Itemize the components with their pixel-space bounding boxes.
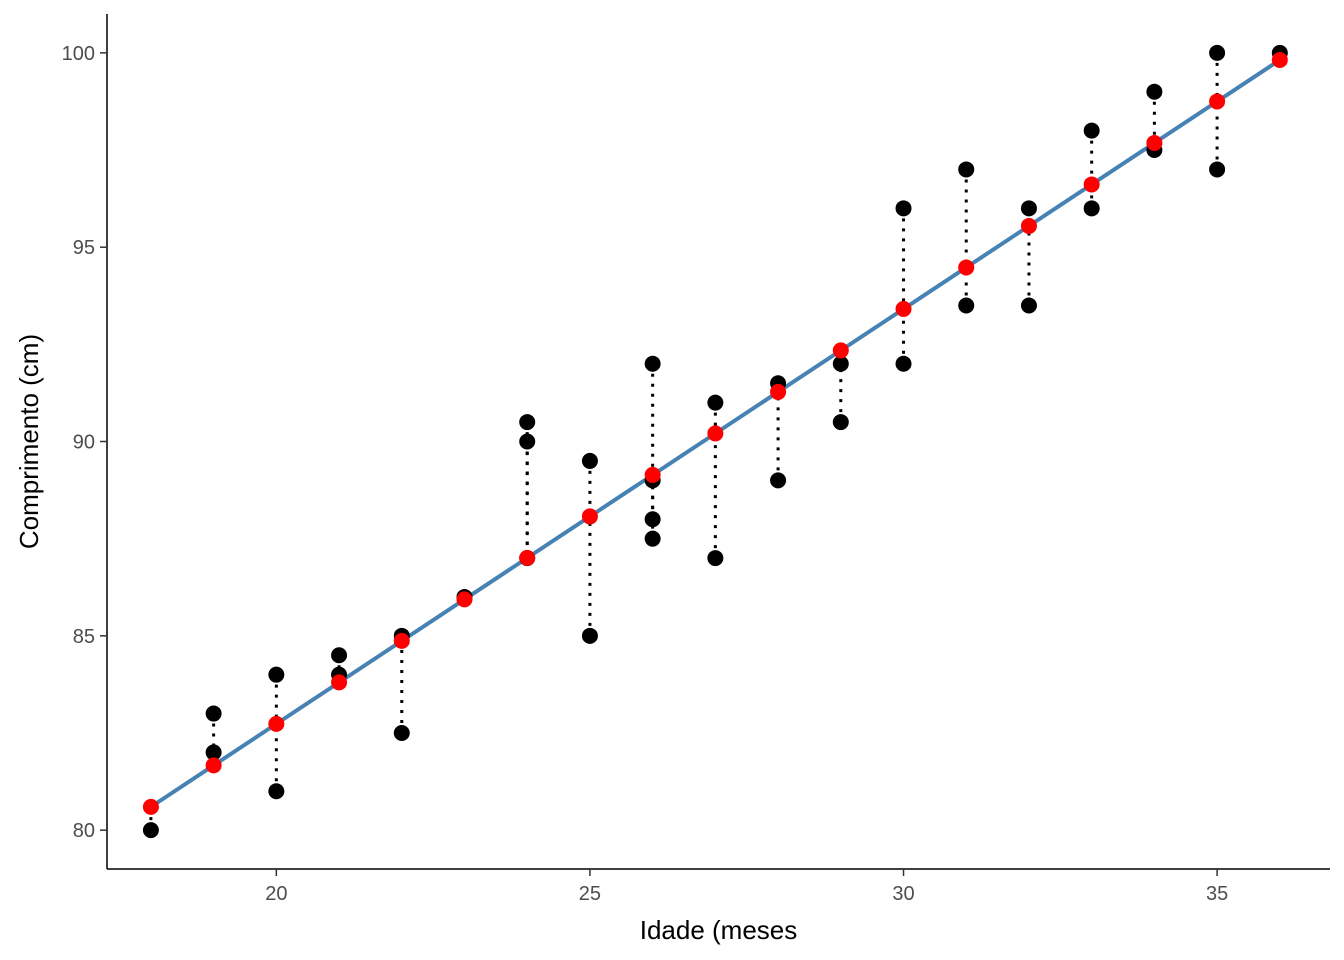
- residual-segments: [149, 52, 1282, 831]
- observed-point-27: [958, 161, 975, 178]
- observed-point-36: [1209, 161, 1226, 178]
- observed-point-30: [1020, 297, 1037, 314]
- observed-point-35: [1209, 44, 1226, 61]
- observed-point-3: [268, 666, 285, 683]
- observed-point-4: [268, 783, 285, 800]
- x-axis-title: Idade (meses: [640, 915, 798, 945]
- y-tick-label-85: 85: [73, 626, 95, 648]
- observed-point-8: [393, 724, 410, 741]
- observed-point-2: [205, 744, 222, 761]
- fitted-point-x28: [770, 383, 787, 400]
- x-tick-label-25: 25: [579, 883, 601, 905]
- observed-point-18: [644, 530, 661, 547]
- y-tick-label-100: 100: [62, 43, 95, 65]
- observed-point-10: [519, 414, 536, 431]
- fitted-point-x35: [1209, 93, 1226, 110]
- tick-labels: 20 25 30 35 80 85 90 95 100: [62, 43, 1229, 905]
- observed-point-5: [331, 647, 348, 664]
- fitted-point-x20: [268, 715, 285, 732]
- observed-point-11: [519, 433, 536, 450]
- observed-point-33: [1146, 83, 1163, 100]
- observed-point-28: [958, 297, 975, 314]
- observed-point-29: [1020, 200, 1037, 217]
- observed-point-13: [581, 452, 598, 469]
- axes: [100, 14, 1330, 876]
- observed-point-24: [832, 414, 849, 431]
- fitted-point-x18: [142, 798, 159, 815]
- fitted-point-x22: [393, 632, 410, 649]
- observed-point-26: [895, 355, 912, 372]
- observed-point-0: [142, 822, 159, 839]
- y-axis-title: Comprimento (cm): [14, 334, 44, 549]
- fitted-point-x31: [958, 259, 975, 276]
- fitted-point-x32: [1020, 217, 1037, 234]
- fitted-point-x19: [205, 757, 222, 774]
- y-tick-label-80: 80: [73, 820, 95, 842]
- observed-point-23: [832, 355, 849, 372]
- observed-point-31: [1083, 122, 1100, 139]
- fitted-point-x23: [456, 591, 473, 608]
- x-tick-label-20: 20: [265, 883, 287, 905]
- fitted-point-x25: [581, 508, 598, 525]
- observed-point-14: [581, 627, 598, 644]
- observed-point-15: [644, 355, 661, 372]
- observed-point-20: [707, 550, 724, 567]
- observed-point-22: [770, 472, 787, 489]
- observed-points: [142, 44, 1288, 839]
- fitted-point-x30: [895, 300, 912, 317]
- fitted-points: [142, 51, 1288, 815]
- observed-point-32: [1083, 200, 1100, 217]
- fitted-point-x21: [331, 674, 348, 691]
- fitted-point-x29: [832, 342, 849, 359]
- y-tick-label-95: 95: [73, 237, 95, 259]
- observed-point-1: [205, 705, 222, 722]
- fitted-point-x26: [644, 466, 661, 483]
- fitted-point-x36: [1271, 51, 1288, 68]
- fitted-point-x34: [1146, 134, 1163, 151]
- y-tick-label-90: 90: [73, 432, 95, 454]
- fitted-point-x24: [519, 549, 536, 566]
- x-tick-label-35: 35: [1206, 883, 1228, 905]
- fitted-point-x27: [707, 425, 724, 442]
- observed-point-17: [644, 511, 661, 528]
- fitted-point-x33: [1083, 176, 1100, 193]
- observed-point-19: [707, 394, 724, 411]
- observed-point-25: [895, 200, 912, 217]
- x-tick-label-30: 30: [892, 883, 914, 905]
